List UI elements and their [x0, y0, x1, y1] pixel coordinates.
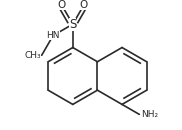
Text: HN: HN: [46, 31, 60, 40]
Text: S: S: [69, 18, 76, 31]
Text: CH₃: CH₃: [24, 51, 41, 60]
Text: O: O: [58, 0, 66, 10]
Text: NH₂: NH₂: [141, 110, 158, 119]
Text: O: O: [80, 0, 88, 10]
